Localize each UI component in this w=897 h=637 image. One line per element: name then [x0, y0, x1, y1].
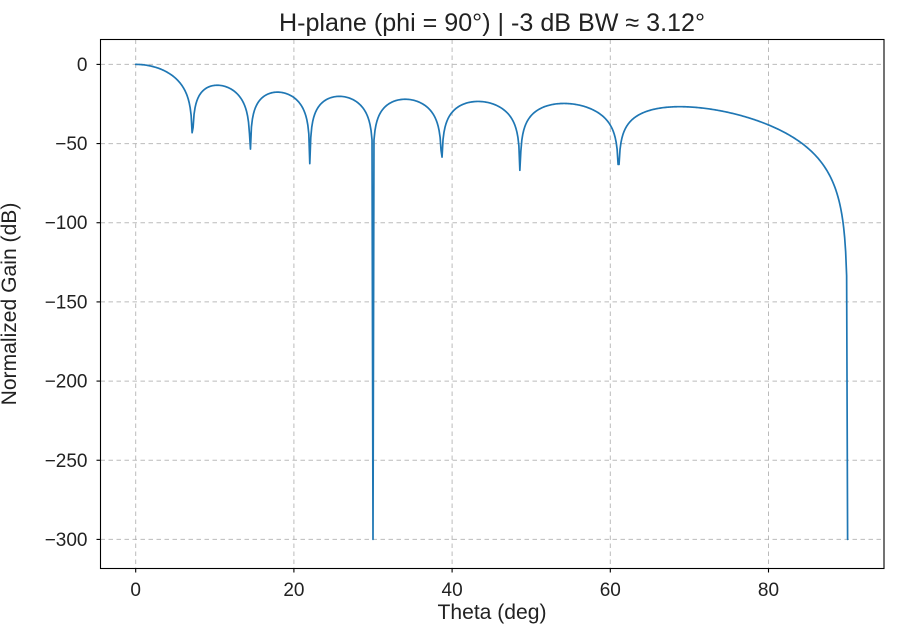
svg-text:40: 40: [442, 580, 463, 601]
svg-text:Normalized Gain (dB): Normalized Gain (dB): [0, 203, 21, 406]
svg-text:H-plane (phi = 90°) | -3 dB: H-plane (phi = 90°) | -3 dB BW ≈ 3.12°: [279, 9, 705, 37]
svg-text:−150: −150: [45, 292, 88, 313]
svg-text:80: 80: [758, 580, 779, 601]
svg-text:−300: −300: [45, 530, 88, 551]
svg-text:20: 20: [283, 580, 304, 601]
svg-text:−200: −200: [45, 372, 88, 393]
svg-text:Theta (deg): Theta (deg): [437, 601, 546, 624]
svg-text:−50: −50: [55, 134, 87, 155]
svg-text:0: 0: [77, 55, 88, 76]
svg-text:60: 60: [600, 580, 621, 601]
svg-text:−100: −100: [45, 213, 88, 234]
svg-text:0: 0: [130, 580, 141, 601]
svg-text:−250: −250: [45, 451, 88, 472]
